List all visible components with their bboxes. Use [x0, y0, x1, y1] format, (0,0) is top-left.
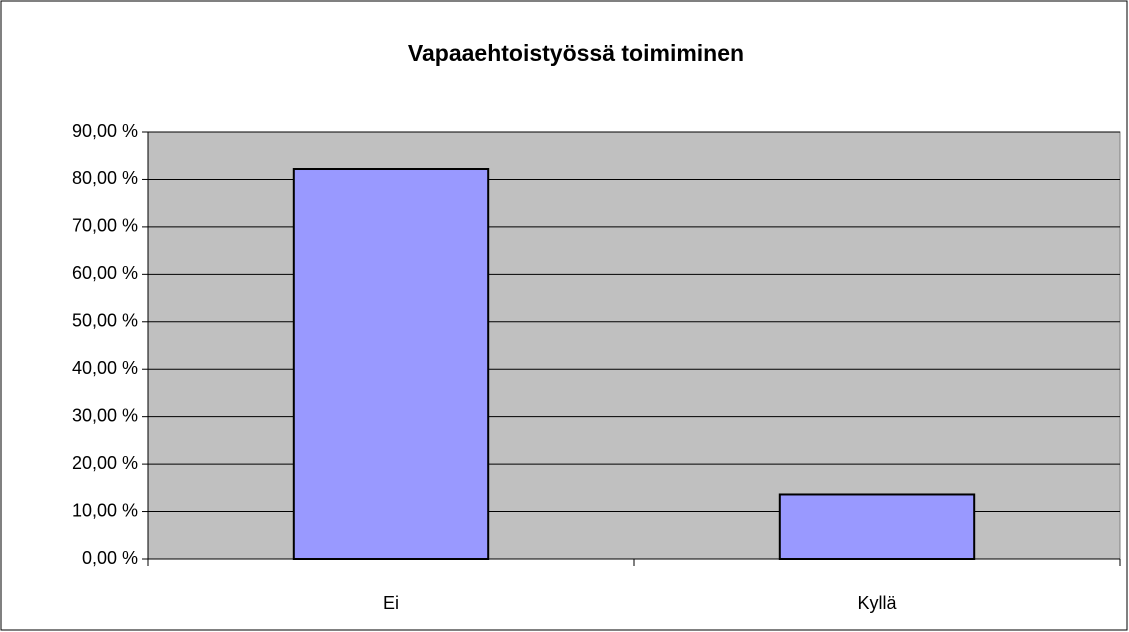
y-tick-label: 60,00 %	[72, 263, 138, 283]
bar	[292, 168, 490, 561]
y-tick-label: 50,00 %	[72, 311, 138, 331]
y-tick-label: 80,00 %	[72, 168, 138, 188]
y-tick-label: 70,00 %	[72, 216, 138, 236]
bar	[778, 493, 976, 560]
y-tick-label: 40,00 %	[72, 358, 138, 378]
y-tick-label: 10,00 %	[72, 500, 138, 520]
y-tick-label: 0,00 %	[82, 548, 138, 568]
x-tick-label: Kyllä	[857, 593, 897, 613]
y-tick-label: 90,00 %	[72, 121, 138, 141]
x-tick-label: Ei	[383, 593, 399, 613]
y-tick-label: 20,00 %	[72, 453, 138, 473]
chart-title: Vapaaehtoistyössä toimiminen	[408, 40, 744, 66]
y-tick-label: 30,00 %	[72, 405, 138, 425]
